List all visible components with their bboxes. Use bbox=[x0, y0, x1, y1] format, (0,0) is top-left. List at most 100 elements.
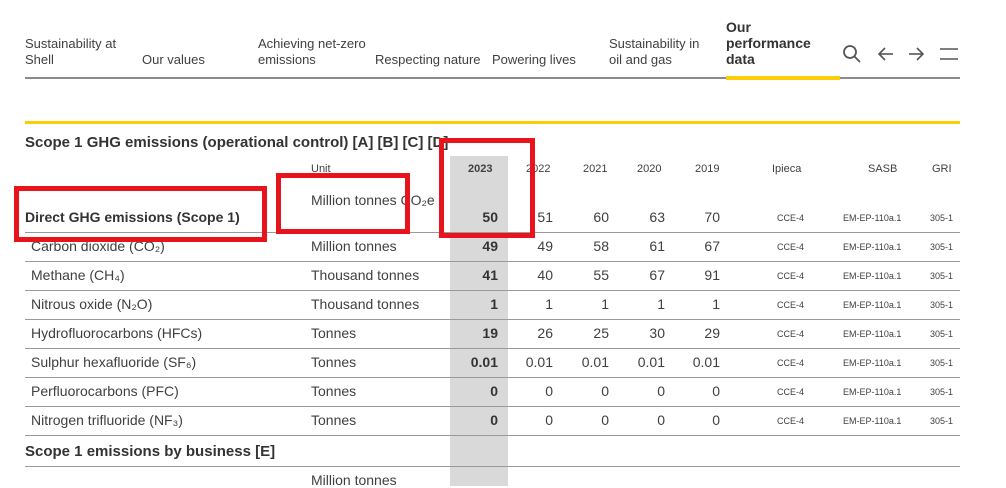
nav-active-indicator bbox=[726, 76, 840, 80]
value-2020: 0 bbox=[657, 383, 665, 399]
gri-code: 305-1 bbox=[930, 387, 954, 397]
row-label-direct-ghg: Direct GHG emissions (Scope 1) bbox=[25, 209, 240, 225]
value-2021: 0 bbox=[601, 383, 609, 399]
nav-powering-lives[interactable]: Powering lives bbox=[492, 52, 576, 67]
nav-respecting-nature[interactable]: Respecting nature bbox=[375, 52, 481, 67]
value-2019: 91 bbox=[704, 267, 720, 283]
value-2020: 67 bbox=[649, 267, 665, 283]
row-unit: Tonnes bbox=[311, 325, 357, 341]
row-divider bbox=[25, 406, 960, 407]
row-divider bbox=[25, 466, 960, 467]
row-label: Perfluorocarbons (PFC) bbox=[31, 383, 179, 399]
sasb-code: EM-EP-110a.1 bbox=[843, 358, 902, 368]
nav-sustainability-oil-gas[interactable]: Sustainability in oil and gas bbox=[609, 36, 700, 67]
value-2020: 1 bbox=[657, 296, 665, 312]
header-sasb: SASB bbox=[868, 163, 898, 175]
value-2023: 0.01 bbox=[470, 354, 498, 370]
ipieca-code: CCE-4 bbox=[777, 242, 805, 252]
header-unit: Unit bbox=[311, 163, 331, 175]
value-2021: 55 bbox=[593, 267, 609, 283]
value-2020: 30 bbox=[649, 325, 665, 341]
value-2019: 29 bbox=[704, 325, 720, 341]
value-2020: 0.01 bbox=[637, 354, 665, 370]
arrow-left-icon[interactable] bbox=[876, 44, 896, 64]
value-2022: 49 bbox=[537, 238, 553, 254]
row-label: Hydrofluorocarbons (HFCs) bbox=[31, 325, 203, 341]
value-2022: 1 bbox=[545, 296, 553, 312]
ipieca-code: CCE-4 bbox=[777, 416, 805, 426]
header-gri: GRI bbox=[932, 163, 952, 175]
nav-our-values[interactable]: Our values bbox=[142, 52, 205, 67]
value-2021: 25 bbox=[593, 325, 609, 341]
value-2020: 61 bbox=[649, 238, 665, 254]
row-divider bbox=[25, 232, 960, 233]
sasb-code: EM-EP-110a.1 bbox=[843, 387, 902, 397]
row-label: Sulphur hexafluoride (SF₆) bbox=[31, 354, 197, 370]
header-2019: 2019 bbox=[695, 163, 720, 175]
nav-our-performance-data[interactable]: Our performance data bbox=[726, 19, 811, 67]
value-2019: 0.01 bbox=[692, 354, 720, 370]
sasb-code: EM-EP-110a.1 bbox=[843, 271, 902, 281]
row-label: Nitrogen trifluoride (NF₃) bbox=[31, 412, 183, 428]
top-navigation: Sustainability at Shell Our values Achie… bbox=[0, 0, 1006, 80]
ipieca-code: CCE-4 bbox=[777, 329, 805, 339]
ipieca-code: CCE-4 bbox=[777, 213, 805, 223]
value-2019: 67 bbox=[704, 238, 720, 254]
section-title-by-business: Scope 1 emissions by business [E] bbox=[25, 443, 276, 460]
gri-code: 305-1 bbox=[930, 213, 954, 223]
ipieca-code: CCE-4 bbox=[777, 387, 805, 397]
value-2019: 70 bbox=[704, 209, 720, 225]
sasb-code: EM-EP-110a.1 bbox=[843, 300, 902, 310]
header-2020: 2020 bbox=[637, 163, 662, 175]
value-2019: 0 bbox=[712, 412, 720, 428]
value-2022: 0 bbox=[545, 412, 553, 428]
header-ipieca: Ipieca bbox=[772, 163, 802, 175]
row-unit: Million tonnes bbox=[311, 238, 397, 254]
value-2022: 0 bbox=[545, 383, 553, 399]
gri-code: 305-1 bbox=[930, 271, 954, 281]
row-divider bbox=[25, 348, 960, 349]
value-2021: 0 bbox=[601, 412, 609, 428]
row-unit: Tonnes bbox=[311, 412, 357, 428]
value-2020: 0 bbox=[657, 412, 665, 428]
value-2021: 0.01 bbox=[581, 354, 609, 370]
menu-icon[interactable] bbox=[938, 44, 960, 64]
value-2022: 26 bbox=[537, 325, 553, 341]
nav-achieving-net-zero[interactable]: Achieving net-zero emissions bbox=[258, 36, 366, 67]
row-divider bbox=[25, 290, 960, 291]
value-2023: 0 bbox=[490, 412, 498, 428]
sasb-code: EM-EP-110a.1 bbox=[843, 242, 902, 252]
row-unit: Million tonnes CO₂e bbox=[311, 192, 435, 208]
value-2021: 1 bbox=[601, 296, 609, 312]
row-divider bbox=[25, 435, 960, 436]
row-unit: Million tonnes bbox=[311, 472, 397, 488]
row-divider bbox=[25, 377, 960, 378]
ipieca-code: CCE-4 bbox=[777, 358, 805, 368]
row-label: Nitrous oxide (N₂O) bbox=[31, 296, 153, 312]
section-divider bbox=[25, 121, 960, 124]
row-unit: Thousand tonnes bbox=[311, 296, 420, 312]
search-icon[interactable] bbox=[842, 44, 862, 64]
value-2023: 50 bbox=[482, 209, 498, 225]
value-2023: 1 bbox=[490, 296, 498, 312]
value-2023: 41 bbox=[482, 267, 498, 283]
nav-divider bbox=[25, 77, 960, 79]
value-2022: 51 bbox=[537, 209, 553, 225]
value-2019: 0 bbox=[712, 383, 720, 399]
value-2021: 58 bbox=[593, 238, 609, 254]
highlight-box-label bbox=[14, 186, 267, 242]
value-2022: 40 bbox=[537, 267, 553, 283]
row-unit: Tonnes bbox=[311, 383, 357, 399]
arrow-right-icon[interactable] bbox=[906, 44, 926, 64]
row-label: Carbon dioxide (CO₂) bbox=[31, 238, 165, 254]
value-2023: 0 bbox=[490, 383, 498, 399]
nav-sustainability-at-shell[interactable]: Sustainability at Shell bbox=[25, 36, 117, 67]
highlight-box-2023 bbox=[439, 138, 535, 238]
sasb-code: EM-EP-110a.1 bbox=[843, 416, 902, 426]
value-2019: 1 bbox=[712, 296, 720, 312]
highlight-box-unit bbox=[276, 173, 410, 234]
section-title-scope1: Scope 1 GHG emissions (operational contr… bbox=[25, 134, 449, 151]
row-label: Methane (CH₄) bbox=[31, 267, 125, 283]
gri-code: 305-1 bbox=[930, 416, 954, 426]
gri-code: 305-1 bbox=[930, 329, 954, 339]
